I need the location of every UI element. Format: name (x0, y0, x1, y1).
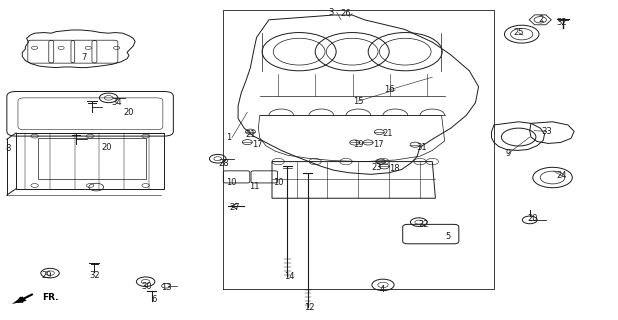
Text: 10: 10 (273, 178, 284, 187)
Text: 29: 29 (41, 271, 52, 280)
Text: 12: 12 (304, 303, 314, 312)
Text: 30: 30 (141, 282, 151, 291)
Text: 32: 32 (89, 271, 99, 280)
Text: 13: 13 (161, 283, 171, 292)
Text: 24: 24 (557, 172, 567, 180)
Text: FR.: FR. (43, 293, 59, 302)
Text: 3: 3 (329, 8, 334, 17)
Text: 20: 20 (527, 214, 538, 223)
Text: 4: 4 (379, 284, 384, 293)
Text: 22: 22 (418, 220, 429, 229)
Text: 11: 11 (250, 182, 260, 191)
Text: 9: 9 (506, 149, 511, 158)
Text: 25: 25 (514, 28, 524, 37)
Text: 8: 8 (6, 144, 11, 153)
Text: 21: 21 (246, 130, 256, 139)
Text: 20: 20 (101, 143, 112, 152)
Text: 23: 23 (371, 163, 382, 172)
Text: 18: 18 (389, 164, 399, 173)
Text: 5: 5 (446, 232, 451, 241)
Text: 14: 14 (284, 272, 295, 281)
Text: 27: 27 (230, 203, 240, 212)
Text: 20: 20 (123, 108, 133, 117)
Text: 28: 28 (219, 159, 229, 168)
Text: 16: 16 (384, 85, 394, 94)
Text: 32: 32 (556, 19, 567, 28)
Text: 6: 6 (151, 295, 156, 304)
Text: 15: 15 (353, 97, 363, 106)
Text: 19: 19 (353, 140, 363, 149)
Text: 21: 21 (383, 129, 393, 138)
Text: 17: 17 (252, 140, 263, 149)
Text: 34: 34 (111, 98, 122, 107)
Text: 26: 26 (341, 9, 351, 18)
Text: 31: 31 (416, 143, 426, 152)
Text: 2: 2 (539, 15, 544, 24)
Text: 10: 10 (226, 178, 237, 187)
Polygon shape (12, 296, 27, 304)
Text: 1: 1 (226, 133, 232, 142)
Text: 17: 17 (373, 140, 383, 149)
Text: 7: 7 (81, 53, 87, 62)
Text: 33: 33 (541, 127, 552, 136)
